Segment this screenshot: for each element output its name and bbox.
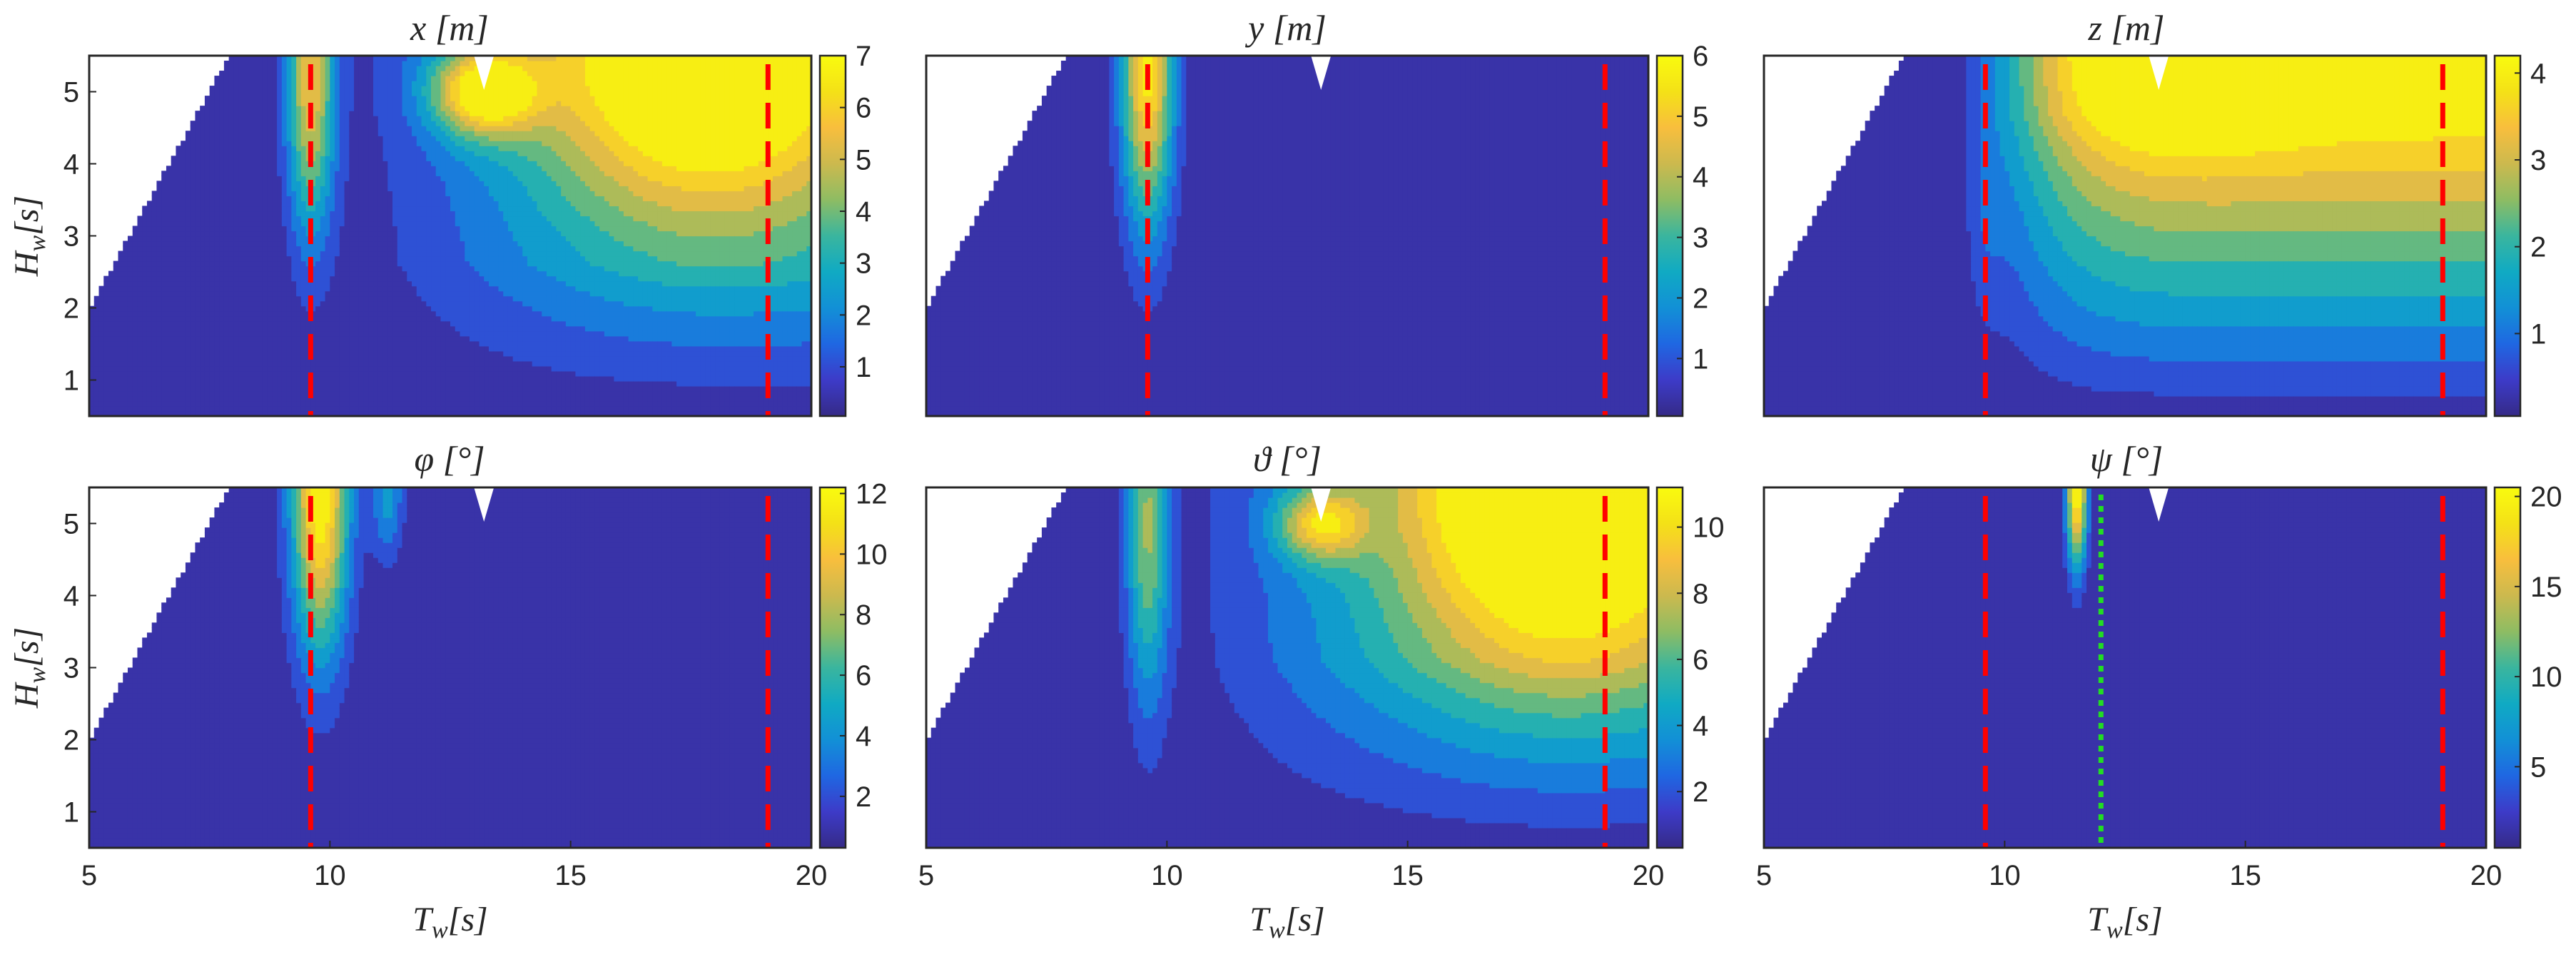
colorbar-scale <box>820 56 846 416</box>
y-tick-label: 3 <box>64 221 79 253</box>
contour-field <box>89 56 812 417</box>
colorbar: 2 4 6 8 10 12 <box>820 478 888 848</box>
colorbar-tick-label: 5 <box>1693 101 1708 133</box>
colorbar-tick-label: 6 <box>856 93 871 124</box>
colorbar-tick-label: 7 <box>856 41 871 72</box>
colorbar-scale <box>1657 487 1683 848</box>
x-tick-label: 5 <box>1756 860 1772 891</box>
panel-title: φ [°] <box>414 439 485 479</box>
colorbar-scale <box>2495 487 2520 848</box>
y-tick-label: 2 <box>64 725 79 756</box>
colorbar-tick-label: 4 <box>856 721 871 752</box>
x-tick-label: 10 <box>314 860 346 891</box>
colorbar-tick-label: 10 <box>856 539 888 570</box>
x-tick-label: 20 <box>1633 860 1665 891</box>
y-tick-label: 2 <box>64 293 79 325</box>
colorbar-tick-label: 4 <box>856 196 871 228</box>
colorbar-tick-label: 3 <box>1693 223 1708 254</box>
x-tick-label: 15 <box>554 860 587 891</box>
colorbar-scale <box>1657 56 1683 416</box>
colorbar-tick-label: 5 <box>856 144 871 176</box>
colorbar-tick-label: 10 <box>1693 512 1725 544</box>
colorbar-tick-label: 2 <box>856 781 871 813</box>
x-tick-label: 5 <box>81 860 97 891</box>
colorbar-tick-label: 2 <box>1693 283 1708 314</box>
colorbar-scale <box>820 487 846 848</box>
x-tick-label: 20 <box>796 860 828 891</box>
contour-field <box>926 56 1649 417</box>
colorbar: 1 2 3 4 <box>2495 56 2546 416</box>
panel-title: ϑ [°] <box>1253 439 1322 479</box>
x-tick-label: 5 <box>918 860 934 891</box>
colorbar-tick-label: 20 <box>2530 482 2562 513</box>
colorbar-tick-label: 3 <box>856 248 871 280</box>
colorbar-tick-label: 6 <box>1693 644 1708 676</box>
x-tick-label: 10 <box>1989 860 2021 891</box>
panel-psi: ψ [°] <box>2090 439 2163 479</box>
y-tick-label: 4 <box>64 581 79 612</box>
chart-psi: 5 10 15 20 Tw[s] 5 10 15 20 <box>1756 482 2562 943</box>
y-axis-label: Hw[s] <box>8 627 51 709</box>
colorbar: 1 2 3 4 5 6 <box>1657 41 1708 416</box>
chart-z: 1 2 3 4 <box>1764 56 2546 417</box>
x-tick-label: 10 <box>1151 860 1183 891</box>
colorbar-tick-label: 1 <box>2530 318 2546 350</box>
panel-title: ψ [°] <box>2090 439 2163 479</box>
colorbar-tick-label: 4 <box>1693 711 1708 742</box>
panel-y: y [m] <box>1244 8 1327 48</box>
colorbar-tick-label: 1 <box>1693 343 1708 375</box>
colorbar-scale <box>2495 56 2520 416</box>
panel-z: z [m] <box>2088 8 2165 48</box>
y-tick-label: 1 <box>64 365 79 397</box>
contour-field <box>1764 487 2487 849</box>
colorbar-tick-label: 4 <box>1693 162 1708 193</box>
x-tick-label: 20 <box>2470 860 2503 891</box>
panel-title: z [m] <box>2088 8 2165 48</box>
colorbar-tick-label: 6 <box>1693 41 1708 72</box>
colorbar-tick-label: 2 <box>2530 232 2546 263</box>
colorbar-tick-label: 15 <box>2530 572 2562 603</box>
colorbar-tick-label: 4 <box>2530 58 2546 89</box>
colorbar-tick-label: 2 <box>856 300 871 331</box>
panel-title: x [m] <box>410 8 489 48</box>
colorbar-tick-label: 8 <box>856 599 871 631</box>
chart-theta: 5 10 15 20 Tw[s] 2 4 6 8 10 <box>918 487 1725 943</box>
y-tick-label: 1 <box>64 797 79 829</box>
panel-phi: φ [°] <box>414 439 485 479</box>
y-tick-label: 3 <box>64 653 79 684</box>
x-tick-label: 15 <box>2229 860 2261 891</box>
contour-field <box>1764 56 2487 417</box>
panel-title: y [m] <box>1244 8 1327 48</box>
x-axis-label: Tw[s] <box>412 901 487 943</box>
panel-x: x [m] <box>410 8 489 48</box>
colorbar-tick-label: 3 <box>2530 145 2546 176</box>
colorbar-tick-label: 1 <box>856 352 871 383</box>
contour-field <box>89 487 812 849</box>
x-axis-label: Tw[s] <box>2087 901 2162 943</box>
colorbar: 1 2 3 4 5 6 7 <box>820 41 871 416</box>
chart-y: 1 2 3 4 5 6 <box>926 41 1708 417</box>
colorbar-tick-label: 10 <box>2530 662 2562 693</box>
colorbar-tick-label: 12 <box>856 478 888 510</box>
y-tick-label: 5 <box>64 509 79 540</box>
y-axis-label: Hw[s] <box>8 196 51 277</box>
x-axis-label: Tw[s] <box>1249 901 1324 943</box>
y-tick-label: 4 <box>64 149 79 181</box>
contour-field <box>926 487 1649 849</box>
panel-theta: ϑ [°] <box>1253 439 1322 479</box>
chart-x: 1 2 3 4 5 Hw[s] 1 2 3 4 5 6 7 <box>8 41 871 417</box>
colorbar: 5 10 15 20 <box>2495 482 2562 848</box>
x-tick-label: 15 <box>1391 860 1424 891</box>
colorbar-tick-label: 5 <box>2530 751 2546 783</box>
colorbar-tick-label: 8 <box>1693 578 1708 609</box>
colorbar-tick-label: 6 <box>856 660 871 692</box>
colorbar: 2 4 6 8 10 <box>1657 487 1725 848</box>
y-tick-label: 5 <box>64 77 79 108</box>
colorbar-tick-label: 2 <box>1693 776 1708 808</box>
